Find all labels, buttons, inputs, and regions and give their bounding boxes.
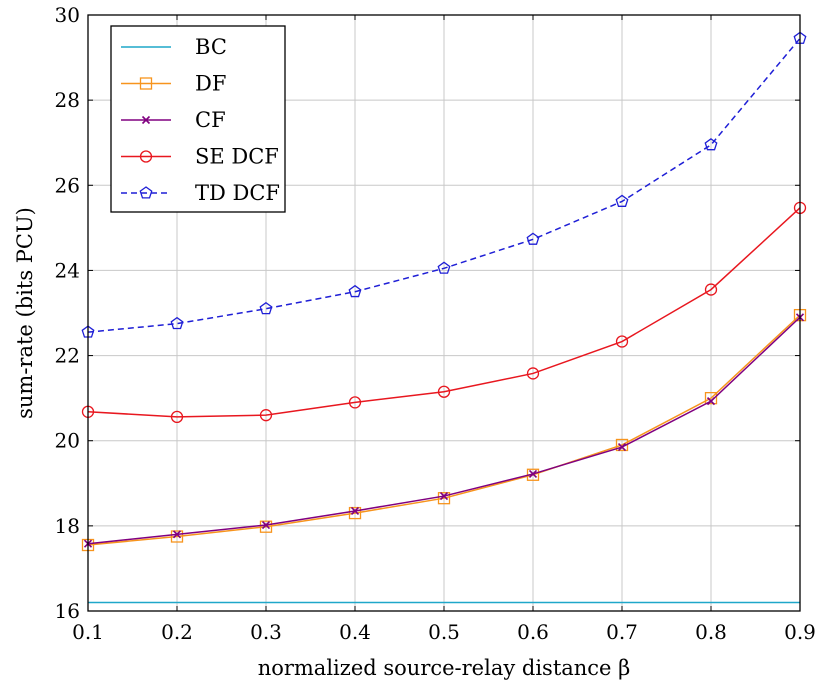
x-tick-label: 0.9 [784,620,816,644]
ticks: 0.1 0.2 0.3 0.4 0.5 0.6 0.7 0.8 0.9 16 18 20 22 24 26 2… [55,3,816,644]
data-point-x [172,530,182,539]
data-point-pentagon [526,232,540,245]
data-point-square [437,492,451,505]
legend-box [110,25,286,213]
x-tick-label: 0.1 [72,620,104,644]
data-point-square [259,520,273,533]
data-point-circle [259,409,273,422]
y-axis-label: sum-rate (bits PCU) [13,207,37,419]
y-tick-label: 16 [55,599,80,623]
series-line [87,37,801,333]
legend-item: DF [121,72,226,96]
x-tick-label: 0.5 [428,620,460,644]
y-tick-label: 20 [55,429,80,453]
data-point-x [528,469,538,478]
series-line [87,207,801,418]
x-tick-label: 0.3 [250,620,282,644]
x-tick-label: 0.6 [517,620,549,644]
y-tick-label: 28 [55,88,80,112]
series-layer [81,31,807,604]
y-tick-label: 18 [55,514,80,538]
data-point-pentagon [348,284,362,298]
data-point-circle [615,335,629,348]
data-point-pentagon [437,261,451,274]
data-point-pentagon [704,138,718,151]
data-point-x [141,115,151,125]
data-point-pentagon [139,186,153,199]
x-tick-label: 0.2 [161,620,193,644]
data-point-square [348,506,362,520]
data-point-circle [437,385,451,398]
x-tick-label: 0.4 [339,620,371,644]
legend-label: DF [195,72,226,96]
x-axis-label: normalized source-relay distance β [258,656,631,680]
x-tick-label: 0.7 [606,620,638,644]
data-point-circle [526,367,540,380]
data-point-square [704,391,718,405]
data-point-x [617,443,627,452]
legend-label: TD DCF [195,181,280,205]
legend-item: CF [121,108,226,132]
data-point-pentagon [615,194,629,207]
data-point-circle [704,283,718,296]
data-point-x [706,397,716,406]
y-tick-label: 24 [55,258,80,282]
data-point-square [170,530,184,543]
y-tick-label: 30 [55,3,80,27]
data-point-x [350,506,360,516]
y-tick-label: 22 [55,344,80,368]
legend-item: SE DCF [121,145,279,169]
legend-label: CF [195,108,226,132]
data-point-circle [170,410,184,424]
data-point-x [439,491,449,501]
data-point-pentagon [170,316,184,330]
series-se-dcf [81,201,807,424]
data-point-square [139,77,153,90]
series-line [87,314,801,546]
data-point-pentagon [259,301,273,315]
legend-label: SE DCF [195,145,279,169]
legend-label: BC [195,35,227,59]
data-point-circle [348,396,362,409]
legend: BC DF CF SE DCF TD DCF [110,25,286,213]
legend-item: TD DCF [121,181,280,205]
legend-item: BC [121,35,227,59]
y-tick-label: 26 [55,173,80,197]
x-tick-label: 0.8 [695,620,727,644]
data-point-x [261,520,271,530]
data-point-circle [139,150,153,163]
